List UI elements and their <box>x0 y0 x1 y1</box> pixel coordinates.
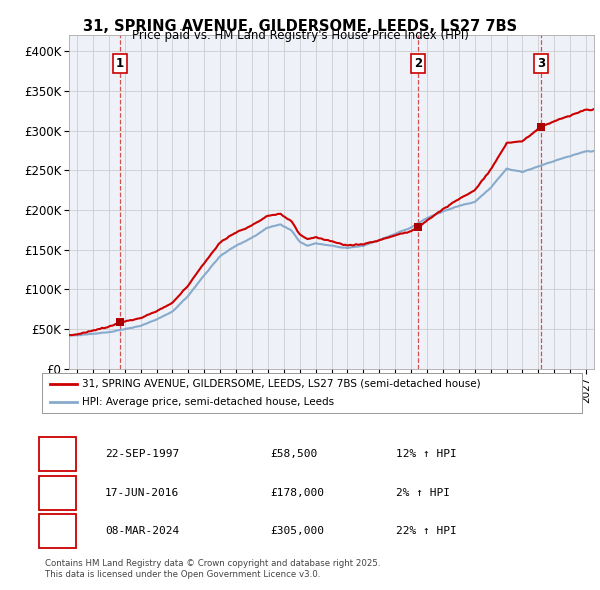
Text: 12% ↑ HPI: 12% ↑ HPI <box>396 450 457 459</box>
Text: 2: 2 <box>53 486 62 499</box>
Text: 08-MAR-2024: 08-MAR-2024 <box>105 526 179 536</box>
Text: 31, SPRING AVENUE, GILDERSOME, LEEDS, LS27 7BS (semi-detached house): 31, SPRING AVENUE, GILDERSOME, LEEDS, LS… <box>83 379 481 389</box>
Text: 2: 2 <box>415 57 422 70</box>
Text: 1: 1 <box>53 448 62 461</box>
Text: 17-JUN-2016: 17-JUN-2016 <box>105 488 179 497</box>
Text: £305,000: £305,000 <box>270 526 324 536</box>
Text: 1: 1 <box>116 57 124 70</box>
Text: 2% ↑ HPI: 2% ↑ HPI <box>396 488 450 497</box>
Text: 3: 3 <box>53 525 62 537</box>
Text: 31, SPRING AVENUE, GILDERSOME, LEEDS, LS27 7BS: 31, SPRING AVENUE, GILDERSOME, LEEDS, LS… <box>83 19 517 34</box>
Text: 22-SEP-1997: 22-SEP-1997 <box>105 450 179 459</box>
Text: £178,000: £178,000 <box>270 488 324 497</box>
Text: 22% ↑ HPI: 22% ↑ HPI <box>396 526 457 536</box>
Text: 3: 3 <box>537 57 545 70</box>
Text: £58,500: £58,500 <box>270 450 317 459</box>
Text: Price paid vs. HM Land Registry's House Price Index (HPI): Price paid vs. HM Land Registry's House … <box>131 30 469 42</box>
Text: Contains HM Land Registry data © Crown copyright and database right 2025.
This d: Contains HM Land Registry data © Crown c… <box>45 559 380 579</box>
Text: HPI: Average price, semi-detached house, Leeds: HPI: Average price, semi-detached house,… <box>83 397 335 407</box>
